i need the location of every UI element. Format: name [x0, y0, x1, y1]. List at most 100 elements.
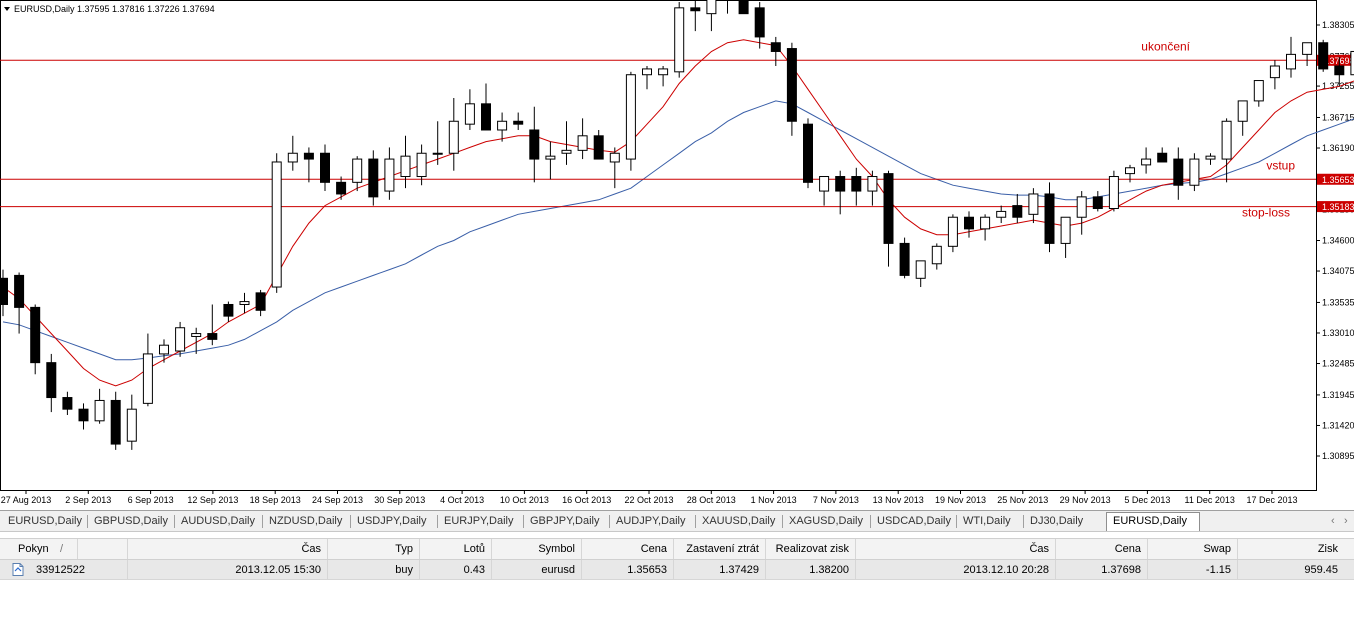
- trade-terminal: Pokyn / Čas Typ Lotů Symbol Cena Zastave…: [0, 531, 1354, 621]
- col-cena[interactable]: Cena: [582, 539, 674, 559]
- price-tick-label: 1.34075: [1322, 266, 1354, 276]
- tab-dj30-daily[interactable]: DJ30,Daily: [1030, 515, 1084, 527]
- date-tick-label: 6 Sep 2013: [128, 495, 174, 505]
- bull-candle: [1286, 53, 1296, 70]
- bull-candle: [126, 408, 137, 442]
- bull-candle: [94, 399, 105, 422]
- price-tick-label: 1.34600: [1322, 236, 1354, 246]
- price-chart[interactable]: EURUSD,Daily 1.37595 1.37816 1.37226 1.3…: [0, 0, 1354, 510]
- bull-candle: [142, 353, 153, 404]
- tab-xagusd-daily[interactable]: XAGUSD,Daily: [789, 515, 863, 527]
- bear-candle: [851, 176, 862, 192]
- date-tick-label: 1 Nov 2013: [751, 495, 797, 505]
- tab-usdcad-daily[interactable]: USDCAD,Daily: [877, 515, 951, 527]
- scroll-right-icon[interactable]: ›: [1344, 515, 1348, 527]
- bull-candle: [674, 7, 685, 73]
- tab-audjpy-daily[interactable]: AUDJPY,Daily: [616, 515, 686, 527]
- col-lotu[interactable]: Lotů: [420, 539, 492, 559]
- level-label: vstup: [1266, 158, 1295, 172]
- bull-candle: [625, 74, 636, 160]
- date-tick-label: 30 Sep 2013: [374, 495, 425, 505]
- sort-indicator-icon: /: [54, 539, 128, 559]
- table-row[interactable]: 33912522 2013.12.05 15:30 buy 0.43 eurus…: [0, 560, 1354, 580]
- tab-separator: [695, 515, 696, 528]
- bull-candle: [1221, 120, 1232, 160]
- tab-separator: [350, 515, 351, 528]
- bull-candle: [1205, 155, 1216, 160]
- price-tick-label: 1.38305: [1322, 20, 1354, 30]
- bull-candle: [867, 176, 878, 192]
- tab-eurusd-daily[interactable]: EURUSD,Daily: [8, 515, 82, 527]
- tab-wti-daily[interactable]: WTI,Daily: [963, 515, 1011, 527]
- bear-candle: [770, 42, 781, 52]
- dropdown-triangle-icon[interactable]: [4, 7, 10, 11]
- scroll-left-icon[interactable]: ‹: [1331, 515, 1335, 527]
- tab-xauusd-daily[interactable]: XAUUSD,Daily: [702, 515, 776, 527]
- bear-candle: [964, 216, 974, 230]
- bull-candle: [1108, 176, 1119, 210]
- col-stop-loss[interactable]: Zastavení ztrát: [674, 539, 766, 559]
- col-cas-close[interactable]: Čas: [856, 539, 1056, 559]
- bull-candle: [159, 344, 169, 355]
- price-tick-label: 1.33010: [1322, 328, 1354, 338]
- col-take-profit[interactable]: Realizovat zisk: [766, 539, 856, 559]
- date-tick-label: 28 Oct 2013: [687, 495, 736, 505]
- tab-separator: [609, 515, 610, 528]
- bull-candle: [400, 155, 411, 178]
- col-cena-close[interactable]: Cena: [1056, 539, 1148, 559]
- col-symbol[interactable]: Symbol: [492, 539, 582, 559]
- price-tick-label: 1.30895: [1322, 451, 1354, 461]
- bull-candle: [1076, 196, 1087, 218]
- tab-nzdusd-daily[interactable]: NZDUSD,Daily: [269, 515, 343, 527]
- col-swap[interactable]: Swap: [1148, 539, 1238, 559]
- date-tick-label: 27 Aug 2013: [1, 495, 52, 505]
- bull-candle: [980, 216, 991, 230]
- tab-usdjpy-daily[interactable]: USDJPY,Daily: [357, 515, 427, 527]
- bull-candle: [1141, 158, 1152, 166]
- ma-slow-line: [2, 100, 1354, 361]
- bull-candle: [271, 161, 282, 288]
- bear-candle: [30, 306, 41, 364]
- bear-candle: [110, 399, 121, 445]
- date-tick-label: 29 Nov 2013: [1060, 495, 1111, 505]
- lots: 0.43: [420, 560, 492, 579]
- bull-candle: [642, 68, 652, 76]
- bull-candle: [352, 158, 363, 183]
- bear-candle: [1092, 196, 1103, 210]
- take-profit-value: 1.38200: [766, 560, 856, 579]
- bear-candle: [786, 48, 797, 122]
- tab-gbpusd-daily[interactable]: GBPUSD,Daily: [94, 515, 168, 527]
- col-cas[interactable]: Čas: [128, 539, 328, 559]
- bull-candle: [996, 210, 1007, 218]
- bear-candle: [336, 181, 347, 195]
- level-price-box: [1317, 54, 1354, 66]
- tab-audusd-daily[interactable]: AUDUSD,Daily: [181, 515, 255, 527]
- tab-eurusd-daily[interactable]: EURUSD,Daily: [1106, 512, 1200, 532]
- col-zisk[interactable]: Zisk: [1317, 543, 1338, 555]
- tab-separator: [174, 515, 175, 528]
- trade-table-header: Pokyn / Čas Typ Lotů Symbol Cena Zastave…: [0, 538, 1354, 560]
- date-tick-label: 2 Sep 2013: [65, 495, 111, 505]
- bear-candle: [0, 277, 8, 305]
- ma-fast-line: [2, 39, 1354, 387]
- price-tick-label: 1.33535: [1322, 297, 1354, 307]
- order-id: 33912522: [30, 560, 128, 579]
- tab-gbpjpy-daily[interactable]: GBPJPY,Daily: [530, 515, 600, 527]
- bull-candle: [931, 245, 942, 265]
- bear-candle: [1334, 65, 1345, 76]
- bull-candle: [175, 327, 186, 352]
- bull-candle: [448, 120, 459, 154]
- date-tick-label: 13 Nov 2013: [873, 495, 924, 505]
- bull-candle: [706, 0, 717, 15]
- bear-candle: [62, 397, 73, 410]
- date-tick-label: 22 Oct 2013: [624, 495, 673, 505]
- col-pokyn[interactable]: Pokyn: [12, 539, 78, 559]
- bull-candle: [1028, 193, 1039, 215]
- bear-candle: [835, 176, 846, 192]
- tab-separator: [437, 515, 438, 528]
- tab-eurjpy-daily[interactable]: EURJPY,Daily: [444, 515, 514, 527]
- price-tick-label: 1.32485: [1322, 359, 1354, 369]
- bull-candle: [287, 152, 298, 163]
- chart-canvas[interactable]: EURUSD,Daily 1.37595 1.37816 1.37226 1.3…: [0, 0, 1354, 510]
- col-typ[interactable]: Typ: [328, 539, 420, 559]
